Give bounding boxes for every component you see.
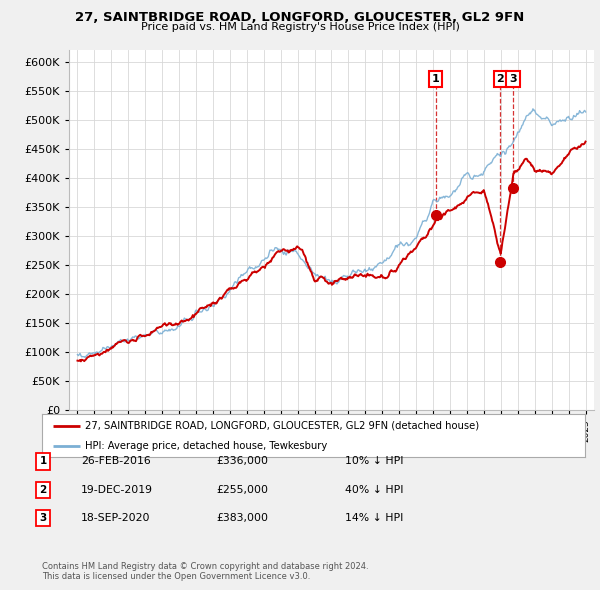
Text: 26-FEB-2016: 26-FEB-2016 [81, 457, 151, 466]
Text: Price paid vs. HM Land Registry's House Price Index (HPI): Price paid vs. HM Land Registry's House … [140, 22, 460, 32]
Text: 27, SAINTBRIDGE ROAD, LONGFORD, GLOUCESTER, GL2 9FN: 27, SAINTBRIDGE ROAD, LONGFORD, GLOUCEST… [76, 11, 524, 24]
Text: 2: 2 [496, 74, 504, 84]
Text: Contains HM Land Registry data © Crown copyright and database right 2024.
This d: Contains HM Land Registry data © Crown c… [42, 562, 368, 581]
Text: 27, SAINTBRIDGE ROAD, LONGFORD, GLOUCESTER, GL2 9FN (detached house): 27, SAINTBRIDGE ROAD, LONGFORD, GLOUCEST… [85, 421, 479, 431]
Text: £255,000: £255,000 [216, 485, 268, 494]
Text: 10% ↓ HPI: 10% ↓ HPI [345, 457, 404, 466]
Text: 19-DEC-2019: 19-DEC-2019 [81, 485, 153, 494]
Text: £383,000: £383,000 [216, 513, 268, 523]
Text: 2: 2 [40, 485, 47, 494]
Text: 3: 3 [40, 513, 47, 523]
Text: 1: 1 [40, 457, 47, 466]
Text: HPI: Average price, detached house, Tewkesbury: HPI: Average price, detached house, Tewk… [85, 441, 328, 451]
Text: £336,000: £336,000 [216, 457, 268, 466]
Text: 3: 3 [509, 74, 517, 84]
Text: 40% ↓ HPI: 40% ↓ HPI [345, 485, 404, 494]
Text: 18-SEP-2020: 18-SEP-2020 [81, 513, 151, 523]
Text: 1: 1 [432, 74, 440, 84]
Text: 14% ↓ HPI: 14% ↓ HPI [345, 513, 403, 523]
